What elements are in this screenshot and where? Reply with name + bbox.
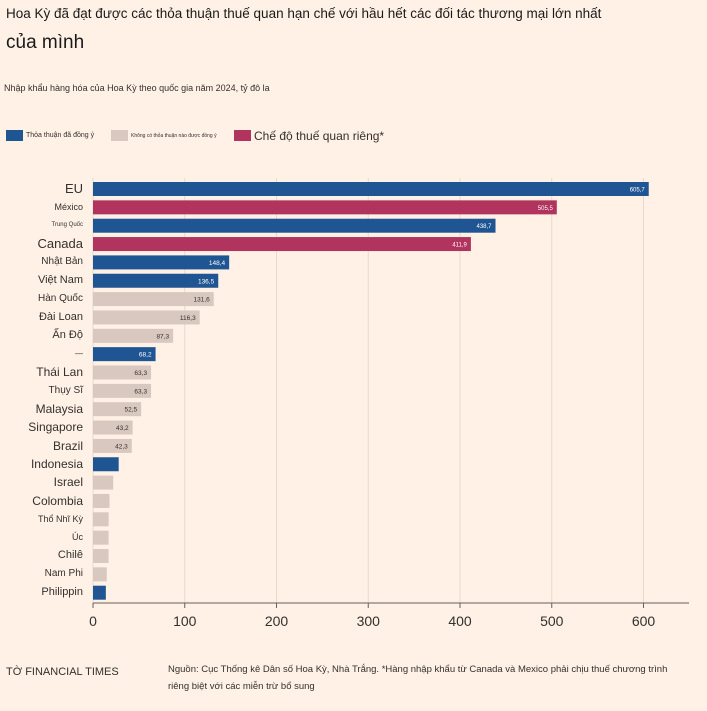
- x-tick-label: 400: [448, 613, 472, 629]
- bar: [93, 255, 230, 270]
- category-label: Thổ Nhĩ Kỳ: [37, 513, 83, 524]
- bar-value-label: 411,9: [452, 243, 467, 249]
- x-tick-label: 600: [632, 613, 656, 629]
- bar: [93, 383, 152, 398]
- bar-value-label: 148,4: [209, 260, 226, 267]
- x-tick-label: 300: [357, 613, 381, 629]
- bar-value-label: 136,5: [198, 278, 215, 285]
- category-label: México: [54, 201, 83, 212]
- category-label: Brazil: [52, 438, 83, 453]
- bar: [93, 292, 214, 307]
- bar-value-label: 131,6: [193, 297, 210, 304]
- bar: [93, 530, 109, 545]
- category-label: Philippin: [41, 586, 83, 599]
- bar: [93, 365, 152, 380]
- bar-value-label: 505,5: [538, 206, 554, 212]
- category-label: Israel: [53, 475, 83, 490]
- category-label: Úc: [72, 532, 83, 543]
- bar: [93, 310, 200, 325]
- bar-value-label: 605,7: [630, 188, 646, 194]
- bar-value-label: 63,3: [134, 388, 147, 395]
- chart-title-line2: của mình: [6, 32, 85, 53]
- bar: [93, 420, 133, 435]
- bar: [93, 402, 142, 417]
- bar: [93, 512, 109, 527]
- bar-value-label: 63,3: [134, 370, 147, 377]
- category-label: Indonesia: [30, 457, 83, 472]
- category-label: Singapore: [28, 420, 83, 435]
- bar-value-label: 43,2: [116, 425, 129, 432]
- category-label: Canada: [37, 236, 83, 252]
- category-label: Hàn Quốc: [37, 293, 83, 305]
- x-tick-label: 200: [265, 613, 289, 629]
- legend-swatch-none: [111, 130, 128, 141]
- category-label: Thụy Sĩ: [48, 384, 83, 396]
- bar: [93, 182, 649, 196]
- category-label: Ấn Độ: [52, 329, 83, 342]
- bar: [93, 493, 110, 508]
- bar-value-label: 42,3: [115, 443, 128, 450]
- bar: [93, 218, 496, 233]
- category-label: Thái Lan: [36, 365, 83, 380]
- chart-title: Hoa Kỳ đã đạt được các thỏa thuận thuế q…: [6, 6, 602, 21]
- bar: [93, 200, 557, 215]
- category-label: Malaysia: [35, 402, 83, 416]
- legend-label-none: Không có thỏa thuận nào được đồng ý: [131, 133, 217, 139]
- bar: [93, 237, 471, 252]
- x-tick-label: 0: [89, 613, 97, 629]
- category-label: Trung Quốc: [51, 222, 83, 229]
- bar-value-label: 438,7: [476, 224, 492, 230]
- legend-label-separate: Chế độ thuế quan riêng*: [254, 129, 385, 143]
- bar: [93, 328, 174, 343]
- bar: [93, 585, 106, 600]
- bar: [93, 273, 219, 288]
- bar-value-label: 87,3: [156, 333, 169, 340]
- source-credit: TỜ FINANCIAL TIMES: [6, 666, 119, 678]
- bar: [93, 567, 107, 582]
- legend-swatch-separate: [234, 130, 251, 141]
- category-label: Colombia: [32, 493, 83, 508]
- category-label: Nhật Bản: [41, 256, 83, 268]
- bar: [93, 475, 114, 490]
- x-tick-label: 500: [540, 613, 564, 629]
- bar-value-label: 116,3: [180, 315, 196, 322]
- category-label: Việt Nam: [37, 274, 83, 287]
- bar: [93, 347, 156, 362]
- category-label: Nam Phi: [44, 568, 83, 580]
- bar: [93, 457, 119, 472]
- bar-value-label: 68,2: [139, 352, 152, 359]
- legend-swatch-agreed: [6, 130, 23, 141]
- category-label: Chilê: [57, 549, 83, 562]
- bar: [93, 549, 109, 563]
- bar: [93, 438, 132, 453]
- x-tick-label: 100: [173, 613, 197, 629]
- source-note: Nguồn: Cục Thống kê Dân số Hoa Kỳ, Nhà T…: [168, 664, 668, 692]
- legend-label-agreed: Thỏa thuận đã đồng ý: [26, 132, 95, 139]
- category-label: EU: [64, 181, 83, 197]
- bar-value-label: 52,5: [125, 407, 138, 414]
- category-label: Đài Loan: [38, 310, 83, 323]
- category-label: —: [75, 349, 83, 359]
- chart-subtitle: Nhập khẩu hàng hóa của Hoa Kỳ theo quốc …: [4, 83, 270, 93]
